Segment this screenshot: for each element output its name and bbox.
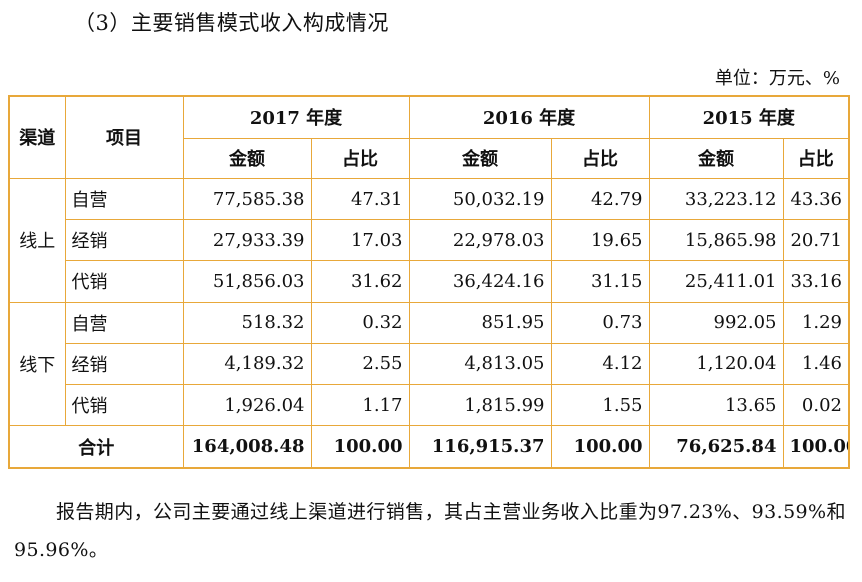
cell-value: 0.73 <box>550 301 650 344</box>
unit-label: 单位：万元、% <box>714 68 840 89</box>
cell-value: 77,585.38 <box>182 177 312 221</box>
header-amount: 金额 <box>408 137 552 179</box>
total-value: 100.00 <box>310 425 410 469</box>
cell-value: 50,032.19 <box>408 177 552 221</box>
cell-value: 43.36 <box>782 177 850 221</box>
table-row: 线上 自营 77,585.38 47.31 50,032.19 42.79 33… <box>8 177 850 303</box>
row-item: 代销 <box>64 384 184 427</box>
row-item: 自营 <box>64 301 184 344</box>
header-amount: 金额 <box>182 137 312 179</box>
row-item: 经销 <box>64 219 184 262</box>
cell-value: 0.02 <box>782 384 850 427</box>
cell-value: 33.16 <box>782 260 850 303</box>
cell-value: 31.15 <box>550 260 650 303</box>
cell-value: 4,813.05 <box>408 342 552 386</box>
cell-value: 22,978.03 <box>408 219 552 262</box>
cell-value: 36,424.16 <box>408 260 552 303</box>
cell-value: 1,815.99 <box>408 384 552 427</box>
header-channel: 渠道 <box>8 95 66 179</box>
row-item: 代销 <box>64 260 184 303</box>
cell-value: 4.12 <box>550 342 650 386</box>
cell-value: 1.29 <box>782 301 850 344</box>
cell-value: 15,865.98 <box>648 219 784 262</box>
table-row: 经销 27,933.39 17.03 22,978.03 19.65 15,86… <box>9 219 850 262</box>
header-ratio: 占比 <box>550 137 650 179</box>
header-year-2017: 2017 年度 <box>182 95 410 139</box>
table-row: 代销 51,856.03 31.62 36,424.16 31.15 25,41… <box>9 260 850 303</box>
table-row: 线下 自营 518.32 0.32 851.95 0.73 992.05 1.2… <box>8 301 850 427</box>
header-ratio: 占比 <box>782 137 850 179</box>
channel-offline: 线下 <box>8 301 66 427</box>
cell-value: 13.65 <box>648 384 784 427</box>
cell-value: 1.55 <box>550 384 650 427</box>
row-item: 自营 <box>64 177 184 221</box>
table-row: 经销 4,189.32 2.55 4,813.05 4.12 1,120.04 … <box>9 342 850 386</box>
cell-value: 1.46 <box>782 342 850 386</box>
row-item: 经销 <box>64 342 184 386</box>
section-heading: （3）主要销售模式收入构成情况 <box>74 11 389 35</box>
cell-value: 20.71 <box>782 219 850 262</box>
total-label: 合计 <box>8 425 184 469</box>
cell-value: 4,189.32 <box>182 342 312 386</box>
cell-value: 42.79 <box>550 177 650 221</box>
cell-value: 51,856.03 <box>182 260 312 303</box>
summary-paragraph: 报告期内，公司主要通过线上渠道进行销售，其占主营业务收入比重为97.23%、93… <box>14 493 850 569</box>
header-year-2015: 2015 年度 <box>648 95 850 139</box>
cell-value: 2.55 <box>310 342 410 386</box>
total-row: 合计 164,008.48 100.00 116,915.37 100.00 7… <box>8 425 850 469</box>
cell-value: 851.95 <box>408 301 552 344</box>
cell-value: 47.31 <box>310 177 410 221</box>
cell-value: 27,933.39 <box>182 219 312 262</box>
cell-value: 17.03 <box>310 219 410 262</box>
table-row: 代销 1,926.04 1.17 1,815.99 1.55 13.65 0.0… <box>9 384 850 427</box>
cell-value: 31.62 <box>310 260 410 303</box>
total-value: 76,625.84 <box>648 425 784 469</box>
total-value: 116,915.37 <box>408 425 552 469</box>
header-year-2016: 2016 年度 <box>408 95 650 139</box>
summary-text: 报告期内，公司主要通过线上渠道进行销售，其占主营业务收入比重为97.23%、93… <box>14 501 846 561</box>
cell-value: 1.17 <box>310 384 410 427</box>
cell-value: 518.32 <box>182 301 312 344</box>
total-value: 100.00 <box>550 425 650 469</box>
total-value: 164,008.48 <box>182 425 312 469</box>
cell-value: 25,411.01 <box>648 260 784 303</box>
cell-value: 992.05 <box>648 301 784 344</box>
channel-online: 线上 <box>8 177 66 303</box>
header-item: 项目 <box>64 95 184 179</box>
total-value: 100.00 <box>782 425 850 469</box>
header-amount: 金额 <box>648 137 784 179</box>
cell-value: 33,223.12 <box>648 177 784 221</box>
cell-value: 1,120.04 <box>648 342 784 386</box>
cell-value: 0.32 <box>310 301 410 344</box>
cell-value: 19.65 <box>550 219 650 262</box>
revenue-table: 渠道 项目 2017 年度 2016 年度 2015 年度 金额 占比 金额 占… <box>8 95 850 469</box>
header-ratio: 占比 <box>310 137 410 179</box>
cell-value: 1,926.04 <box>182 384 312 427</box>
